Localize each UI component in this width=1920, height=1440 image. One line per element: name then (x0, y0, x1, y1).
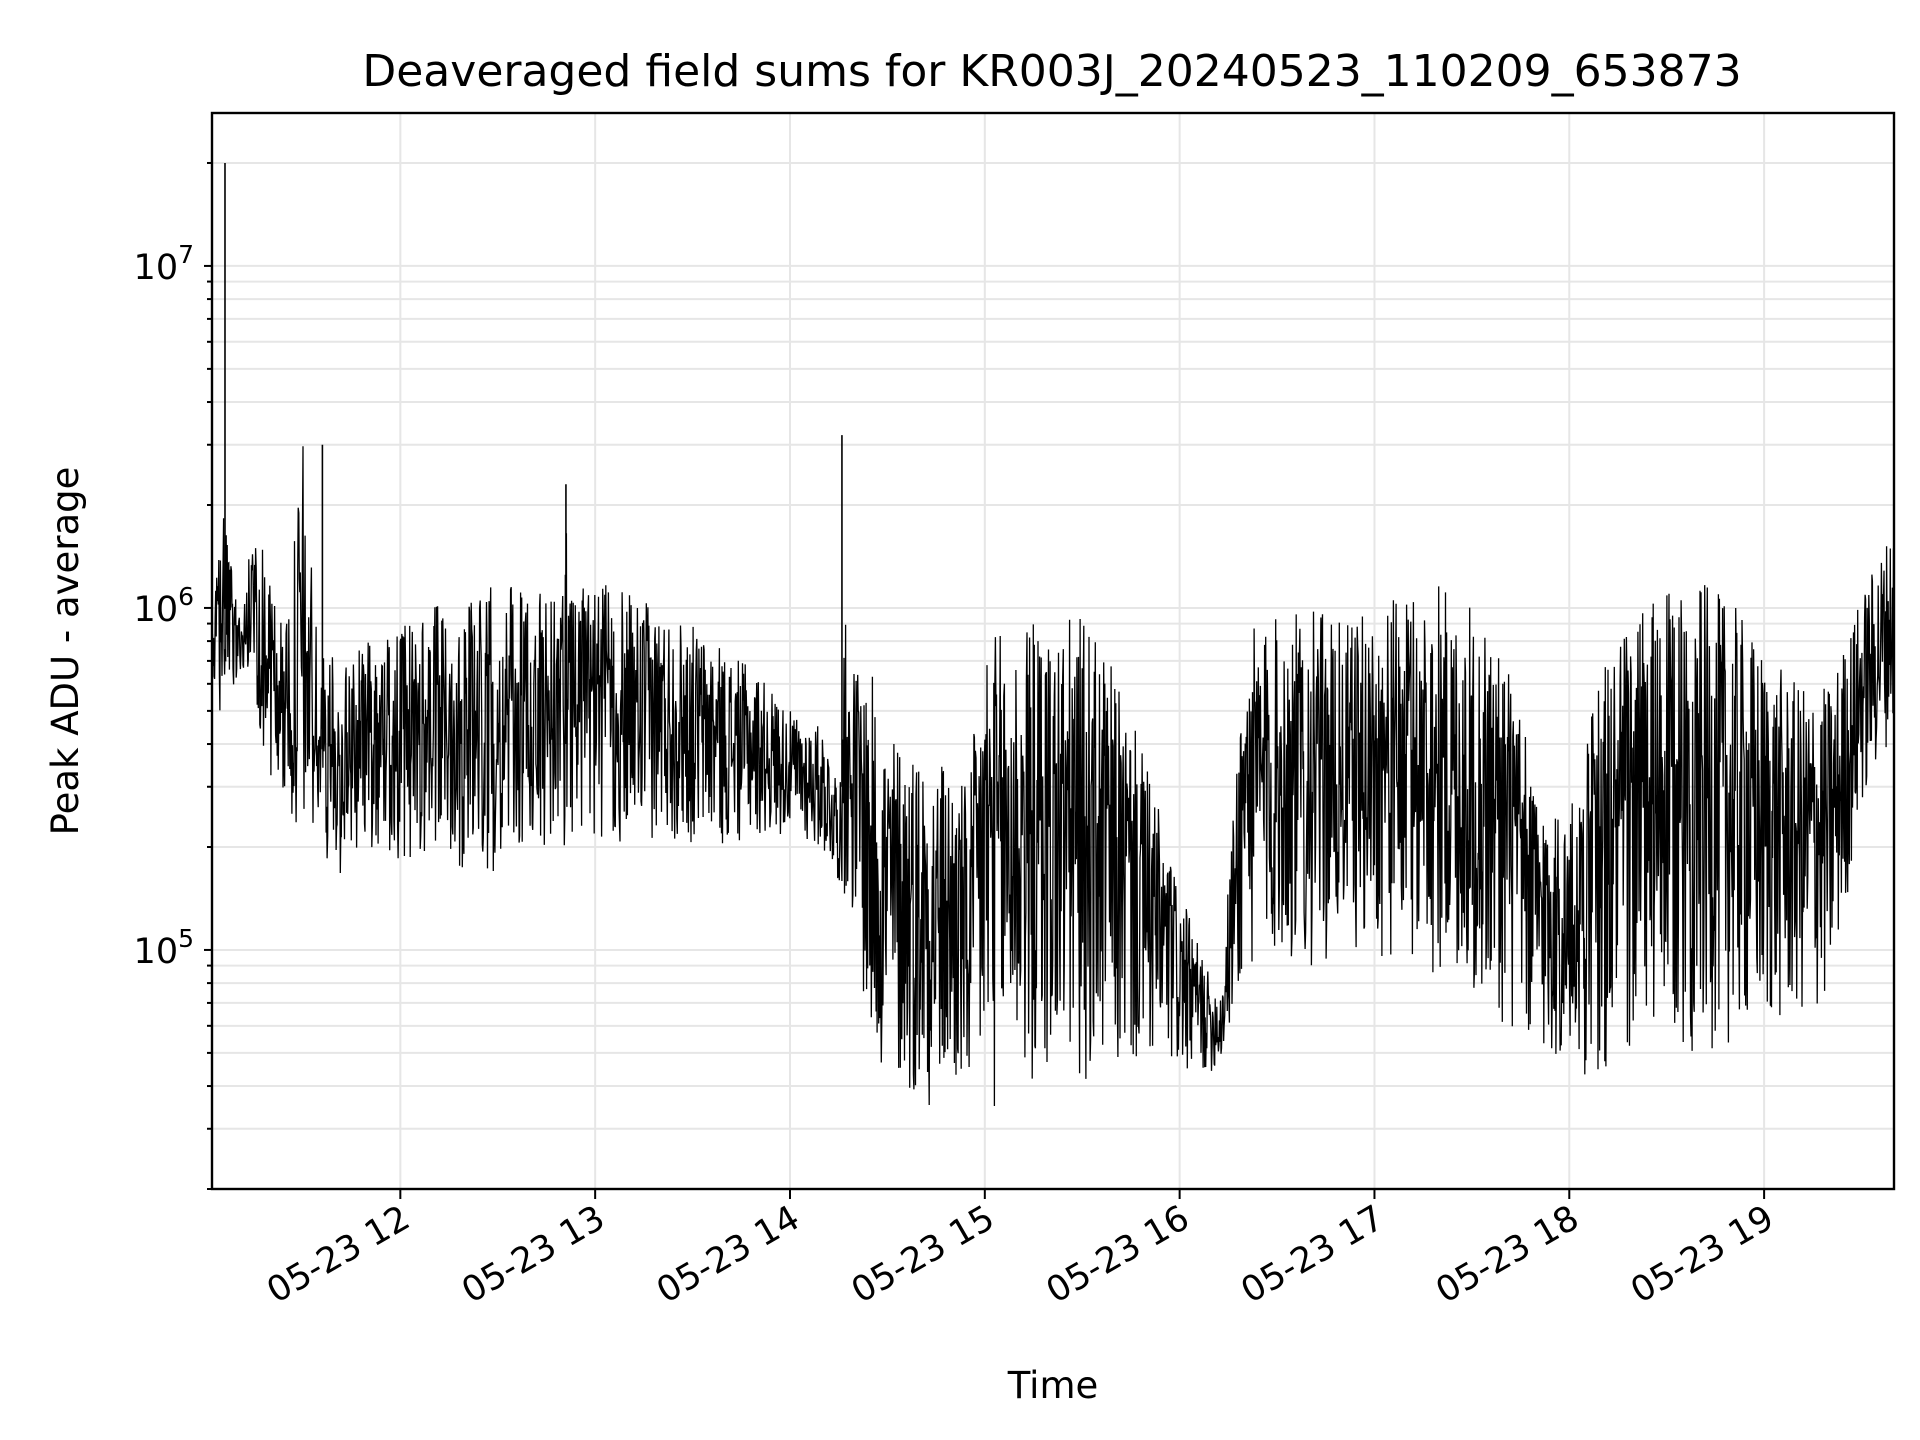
plot-frame (210, 111, 1896, 1191)
y-axis-label: Peak ADU - average (44, 467, 87, 836)
series-group (211, 162, 1895, 1107)
y-tick-label: 106 (134, 582, 194, 630)
x-axis-label: Time (1007, 1364, 1099, 1407)
y-tick-label: 105 (134, 924, 194, 972)
chart-title: Deaveraged field sums for KR003J_2024052… (362, 46, 1741, 97)
y-tick-label: 107 (134, 240, 194, 288)
series-line (211, 446, 1895, 1107)
y-axis: 105 106 107 (134, 161, 212, 1190)
